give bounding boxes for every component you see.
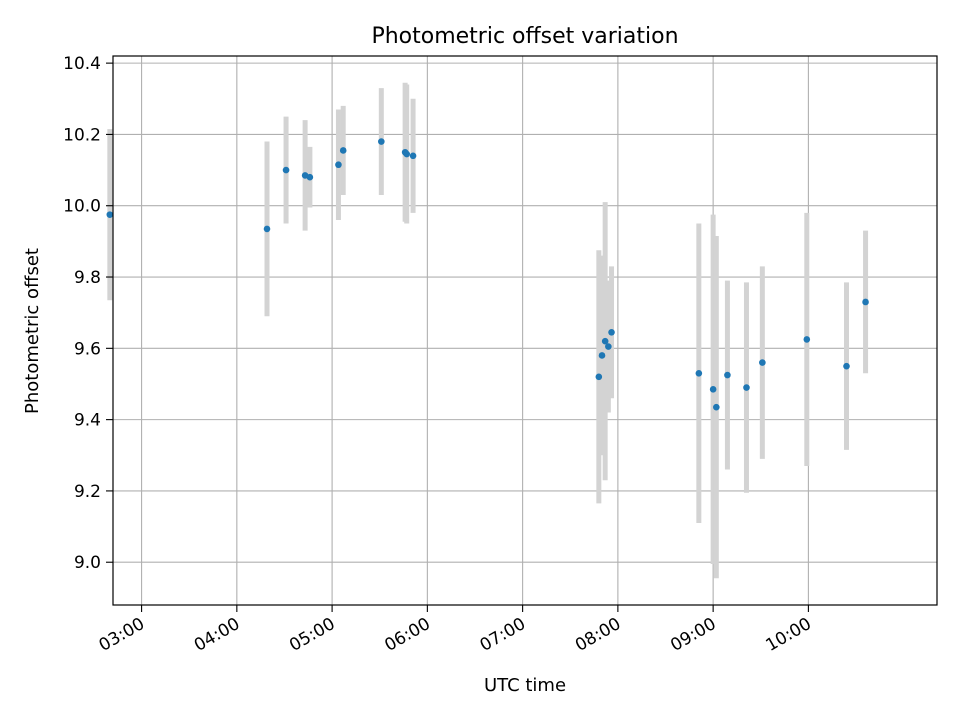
data-point (601, 337, 609, 345)
data-point (605, 343, 612, 350)
data-point (106, 211, 114, 218)
grid (113, 56, 937, 605)
data-point (306, 173, 314, 181)
y-tick-label: 9.6 (74, 339, 101, 359)
data-point (709, 386, 717, 393)
data-point (695, 369, 703, 377)
data-point (713, 403, 720, 411)
data-point (403, 150, 411, 158)
y-axis-ticks: 9.0 9.2 9.4 9.6 9.8 10.0 10.2 10.4 (63, 54, 113, 573)
data-point (378, 138, 385, 145)
data-point (608, 328, 615, 336)
data-point (862, 298, 869, 306)
x-axis-label: UTC time (484, 675, 566, 696)
data-point (339, 147, 347, 154)
data-point (409, 152, 417, 160)
data-point (335, 161, 342, 169)
data-point (843, 362, 850, 370)
y-tick-label: 9.0 (74, 553, 101, 573)
data-point (803, 336, 811, 343)
y-tick-label: 10.4 (63, 54, 101, 74)
data-point (759, 359, 766, 366)
y-tick-label: 9.4 (74, 411, 101, 431)
y-tick-label: 9.2 (74, 482, 101, 502)
chart-title: Photometric offset variation (371, 24, 678, 49)
data-points (106, 138, 869, 411)
y-tick-label: 9.8 (74, 268, 101, 288)
plot-frame (112, 55, 938, 606)
data-point (743, 384, 750, 391)
data-point (282, 166, 290, 174)
y-axis-label: Photometric offset (22, 248, 43, 414)
y-tick-label: 10.0 (63, 197, 101, 217)
data-point (595, 373, 603, 381)
data-point (263, 225, 271, 233)
y-tick-label: 10.2 (63, 125, 101, 145)
data-point (598, 352, 606, 359)
data-point (724, 371, 731, 379)
